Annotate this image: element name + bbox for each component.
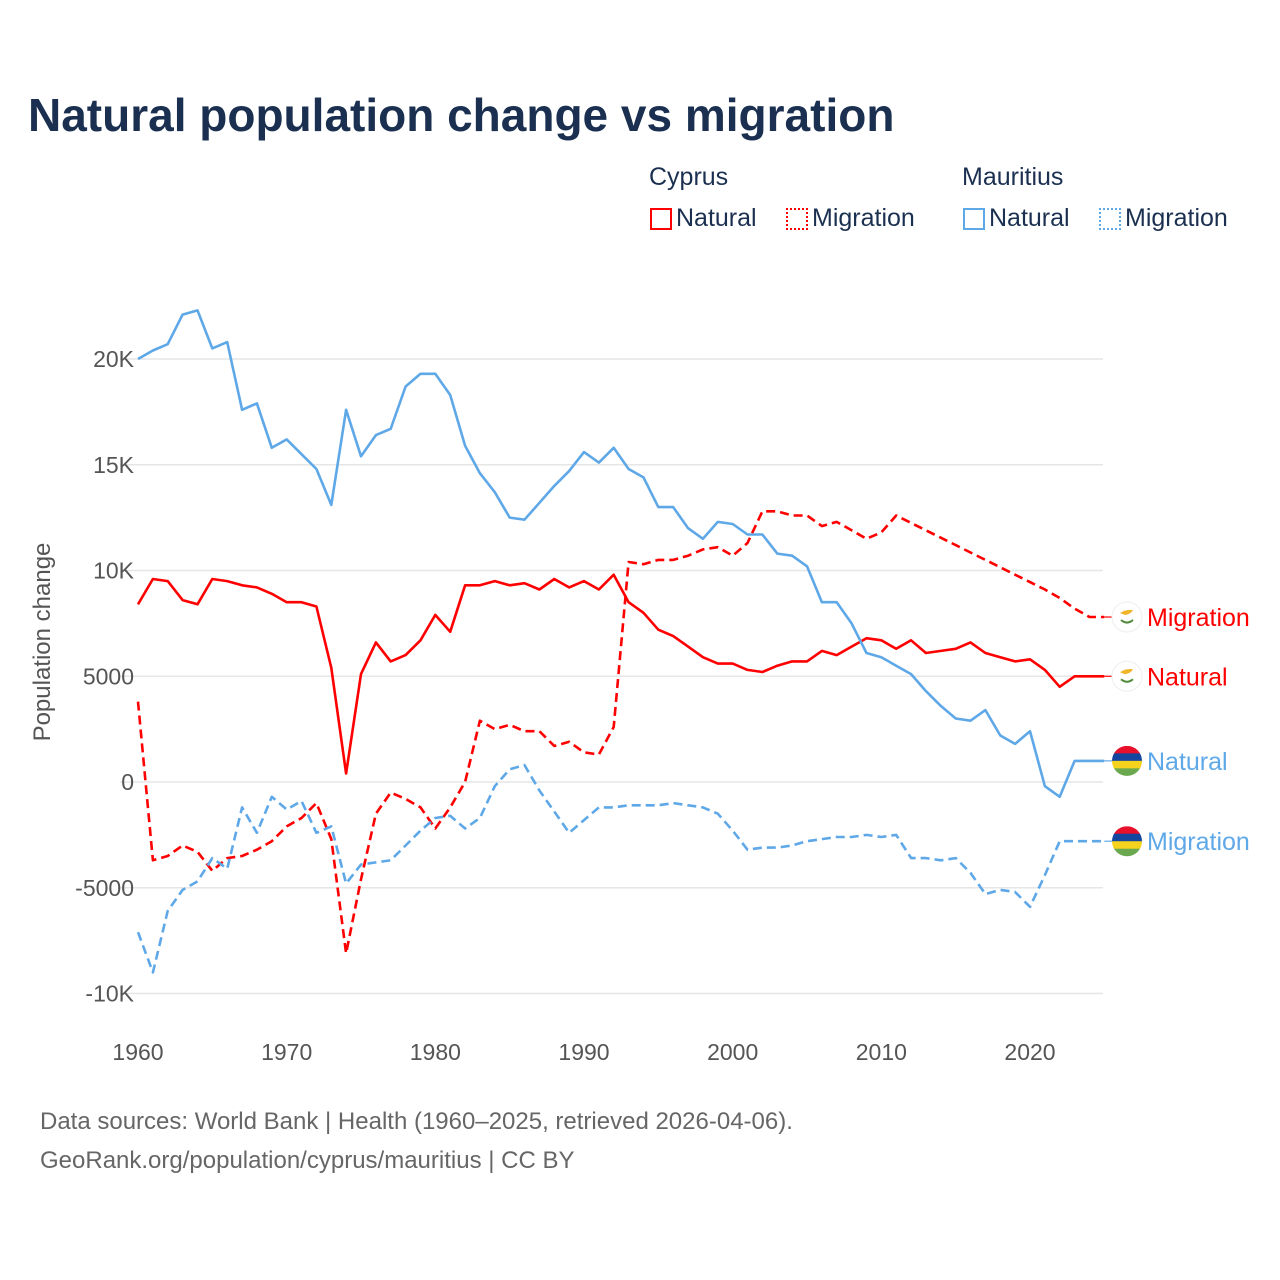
- y-tick-label: 10K: [93, 558, 135, 584]
- legend-swatch-solid: [963, 207, 985, 230]
- y-tick-label: 5000: [83, 663, 134, 689]
- legend-item-mauritius-migration[interactable]: Migration: [1099, 204, 1228, 233]
- y-tick-label: 15K: [93, 452, 135, 478]
- legend-label: Natural: [989, 204, 1070, 232]
- x-tick-label: 1960: [112, 1039, 163, 1065]
- legend-label: Migration: [812, 204, 915, 232]
- series-line-mauritius-natural: [137, 309, 1105, 799]
- end-label-mauritius-natural: Natural: [1147, 748, 1228, 776]
- end-label-cyprus-migration: Migration: [1147, 604, 1250, 632]
- end-label-cyprus-natural: Natural: [1147, 663, 1228, 691]
- legend-label: Natural: [676, 204, 757, 232]
- cyprus-flag-icon: [1111, 660, 1143, 692]
- legend-item-cyprus-migration[interactable]: Migration: [786, 204, 915, 233]
- x-tick-label: 1970: [261, 1039, 312, 1065]
- legend-swatch-dotted: [1099, 207, 1121, 230]
- series-line-cyprus-natural: [136, 573, 1105, 775]
- legend-item-cyprus-natural[interactable]: Natural: [650, 204, 757, 233]
- mauritius-flag-icon: [1112, 826, 1142, 857]
- y-tick-label: 20K: [93, 346, 135, 372]
- legend-group-mauritius-title: Mauritius: [962, 163, 1064, 191]
- footer-sources: Data sources: World Bank | Health (1960–…: [40, 1108, 793, 1135]
- x-tick-label: 1980: [410, 1039, 461, 1065]
- legend-group-cyprus-title: Cyprus: [649, 163, 729, 191]
- series-line-cyprus-migration: [136, 509, 1105, 955]
- x-tick-label: 2010: [856, 1039, 907, 1065]
- legend-swatch-solid: [650, 207, 672, 230]
- x-tick-label: 2000: [707, 1039, 758, 1065]
- x-tick-label: 2020: [1004, 1039, 1055, 1065]
- x-tick-label: 1990: [558, 1039, 609, 1065]
- cyprus-flag-icon: [1111, 601, 1143, 633]
- y-axis-label: Population change: [29, 543, 56, 742]
- footer-link[interactable]: GeoRank.org/population/cyprus/mauritius …: [40, 1147, 575, 1174]
- legend-label: Migration: [1125, 204, 1228, 232]
- legend-item-mauritius-natural[interactable]: Natural: [963, 204, 1070, 233]
- y-tick-label: 0: [121, 769, 134, 795]
- y-tick-label: -5000: [75, 875, 134, 901]
- chart-title: Natural population change vs migration: [28, 89, 895, 141]
- end-label-mauritius-migration: Migration: [1147, 828, 1250, 856]
- mauritius-flag-icon: [1112, 745, 1142, 776]
- y-tick-label: -10K: [85, 981, 134, 1007]
- series-line-mauritius-migration: [136, 763, 1105, 974]
- legend-swatch-dotted: [786, 207, 808, 230]
